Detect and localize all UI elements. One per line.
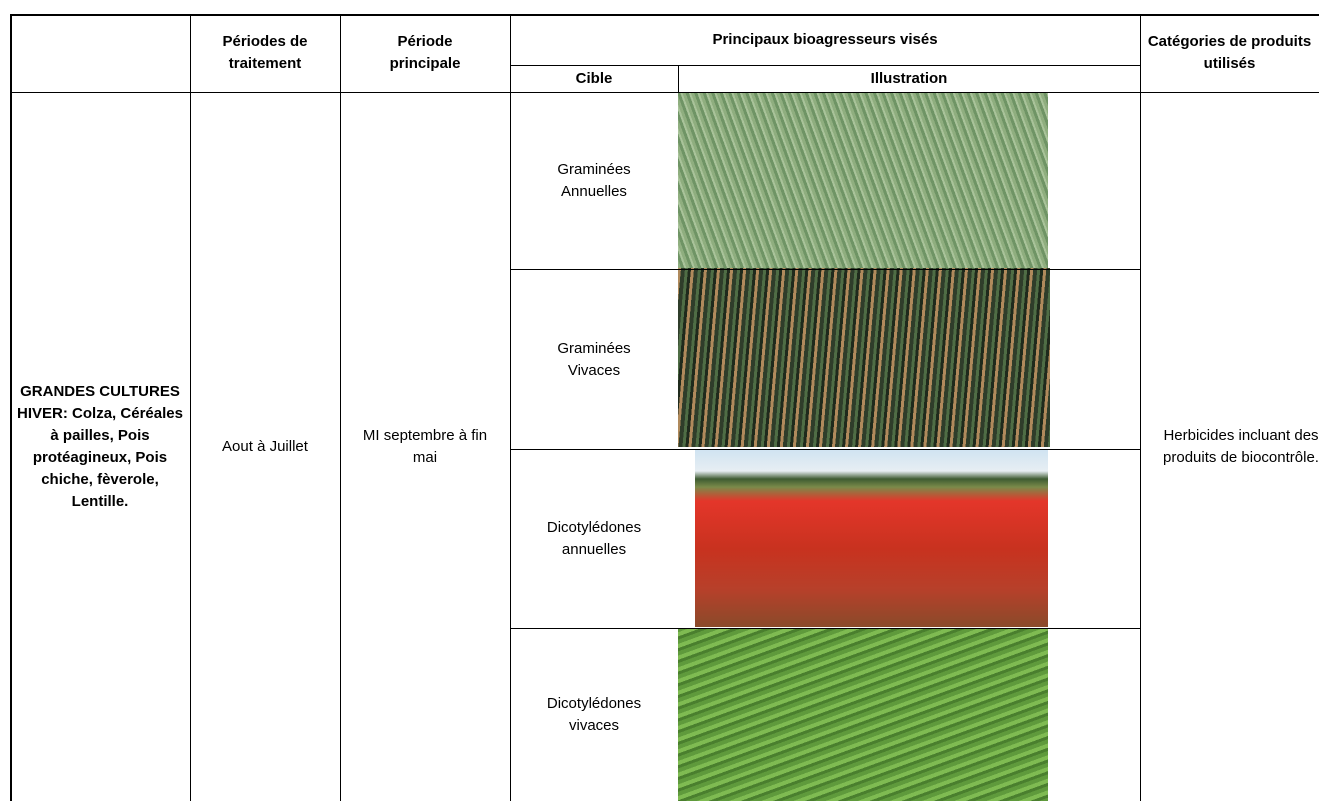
border	[1140, 14, 1141, 801]
header-cell: Cible	[575, 69, 613, 87]
border	[10, 14, 1319, 16]
border	[10, 92, 1319, 93]
border	[510, 65, 1140, 66]
target-cell: Graminées Annuelles	[557, 161, 631, 200]
border	[510, 449, 1140, 450]
header-cell: Catégories de produits utilisés	[1147, 33, 1312, 72]
border	[190, 14, 191, 801]
target-cell: Graminées Vivaces	[557, 340, 631, 379]
border	[678, 65, 679, 92]
grass-image	[678, 92, 1048, 268]
header-cell: Périodes de traitement	[222, 33, 308, 72]
grass-image	[678, 628, 1048, 801]
grass-image	[678, 268, 1050, 447]
target-cell: Dicotylédones vivaces	[546, 694, 642, 734]
border	[510, 628, 1140, 629]
category-cell: Herbicides incluant des produits de bioc…	[1140, 92, 1319, 801]
main-period-cell: MI septembre à fin mai	[362, 426, 488, 466]
header-cell: Principaux bioagresseurs visés	[712, 30, 938, 48]
header-cell: Période principale	[389, 33, 461, 72]
border	[510, 269, 1140, 270]
target-cell: Dicotylédones annuelles	[546, 519, 642, 558]
border	[510, 14, 511, 801]
border	[340, 14, 341, 801]
culture-cell: GRANDES CULTURES HIVER: Colza, Céréales …	[17, 382, 183, 510]
header-cell: Illustration	[870, 69, 948, 87]
poppy-image	[695, 449, 1048, 627]
period-cell: Aout à Juillet	[222, 437, 308, 455]
category-text: Herbicides incluant des produits de bioc…	[1163, 426, 1319, 466]
border	[10, 14, 12, 801]
